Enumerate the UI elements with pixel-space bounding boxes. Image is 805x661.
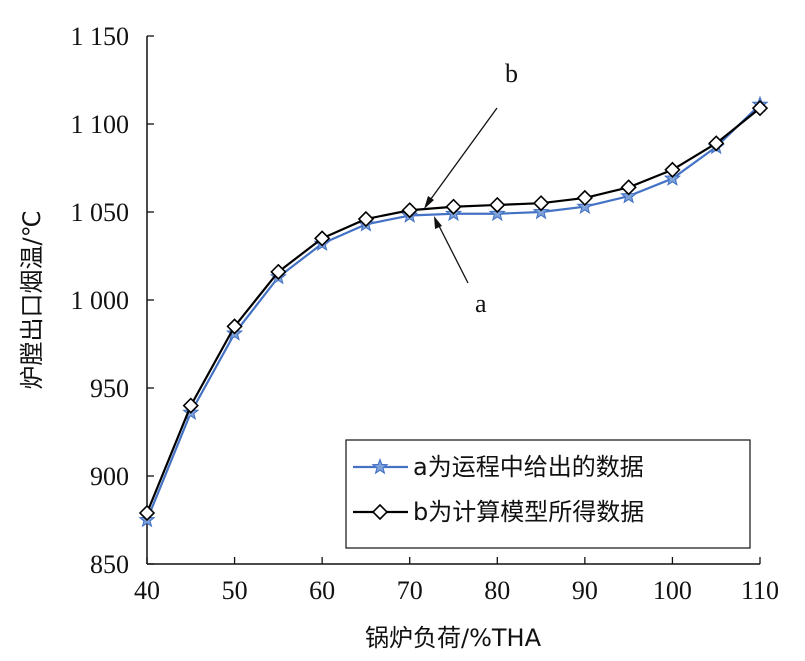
x-ticks: 40 50 60 70 80 90 100 110 [134,557,779,605]
x-tick-label: 110 [741,576,779,605]
y-axis-label: 炉膛出口烟温/℃ [18,210,46,389]
data-point [401,202,418,219]
data-point [182,397,199,414]
data-point [532,195,550,212]
x-tick-label: 100 [653,576,692,605]
data-point [445,198,462,215]
annotation-a-label: a [475,289,487,318]
y-tick-label: 1 100 [71,110,130,139]
legend-box [345,439,751,549]
data-point [226,318,243,335]
annotation-b: b [424,59,518,209]
data-point [270,263,287,280]
data-point [664,161,681,178]
series-layer [138,95,769,528]
annotation-b-arrow [427,107,498,204]
x-tick-label: 50 [222,576,248,605]
annotation-b-label: b [505,59,518,88]
data-point [751,100,769,117]
y-tick-label: 1 000 [71,286,130,315]
x-tick-label: 80 [484,576,510,605]
y-tick-label: 850 [90,550,129,579]
legend-entry-a: a为运程中给出的数据 [353,453,644,481]
legend-diamond-icon [371,503,389,521]
y-tick-label: 950 [90,374,129,403]
legend: a为运程中给出的数据 b为计算模型所得数据 [345,439,751,549]
y-tick-label: 1 150 [71,22,130,51]
y-tick-label: 900 [90,462,129,491]
annotation-a-arrowhead [434,216,442,229]
data-point [620,179,637,196]
series-b [138,100,769,522]
x-tick-label: 90 [572,576,598,605]
x-axis-label: 锅炉负荷/%THA [365,624,542,652]
y-tick-label: 1 050 [71,198,130,227]
legend-label-a: a为运程中给出的数据 [413,453,644,481]
data-point [138,504,156,522]
x-tick-label: 60 [309,576,335,605]
data-point [357,210,375,228]
y-ticks: 850 900 950 1 000 1 050 1 100 1 150 [71,22,154,579]
annotation-a-arrow [436,221,469,284]
annotation-a: a [434,216,487,318]
data-point [708,135,725,152]
legend-star-icon [371,457,389,475]
x-tick-label: 40 [134,576,160,605]
legend-label-b: b为计算模型所得数据 [413,498,644,526]
data-point [576,189,593,207]
annotation-b-arrowhead [424,196,434,209]
data-point [489,196,506,214]
data-point [314,230,331,247]
legend-entry-b: b为计算模型所得数据 [353,498,644,526]
x-tick-label: 70 [397,576,423,605]
